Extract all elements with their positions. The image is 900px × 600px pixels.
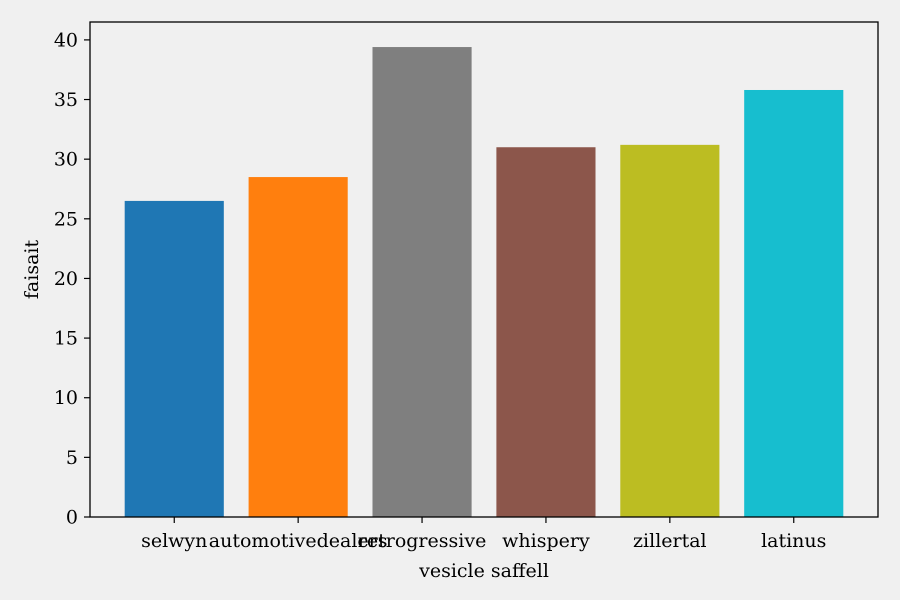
y-tick-label-35: 35 [54, 89, 78, 111]
bar-zillertal [620, 144, 720, 518]
plot-frame [89, 21, 879, 518]
y-tick-label-5: 5 [66, 447, 78, 469]
x-tick-label-automotivedealers: automotivedealers [209, 530, 388, 552]
y-tick-label-20: 20 [54, 268, 78, 290]
bar-automotivedealers [248, 177, 348, 517]
y-tick-label-0: 0 [66, 507, 78, 529]
y-axis-label: faisait [21, 240, 43, 300]
y-axis: 0 5 10 15 20 25 30 35 40 [54, 29, 90, 529]
bars-group [124, 47, 844, 518]
bar-whispery [496, 147, 596, 517]
y-tick-label-25: 25 [54, 208, 78, 230]
x-tick-label-selwyn: selwyn [141, 530, 207, 552]
y-tick-label-15: 15 [54, 328, 78, 350]
x-tick-label-latinus: latinus [761, 530, 826, 552]
bar-selwyn [124, 200, 224, 518]
x-tick-label-zillertal: zillertal [633, 530, 707, 552]
bar-retrogressive [372, 47, 472, 518]
y-tick-label-30: 30 [54, 149, 78, 171]
y-tick-label-10: 10 [54, 387, 78, 409]
x-tick-label-retrogressive: retrogressive [358, 530, 487, 552]
bar-latinus [744, 89, 844, 518]
x-tick-label-whispery: whispery [502, 530, 590, 552]
x-axis-label: vesicle saffell [418, 560, 549, 582]
y-tick-label-40: 40 [54, 29, 78, 51]
